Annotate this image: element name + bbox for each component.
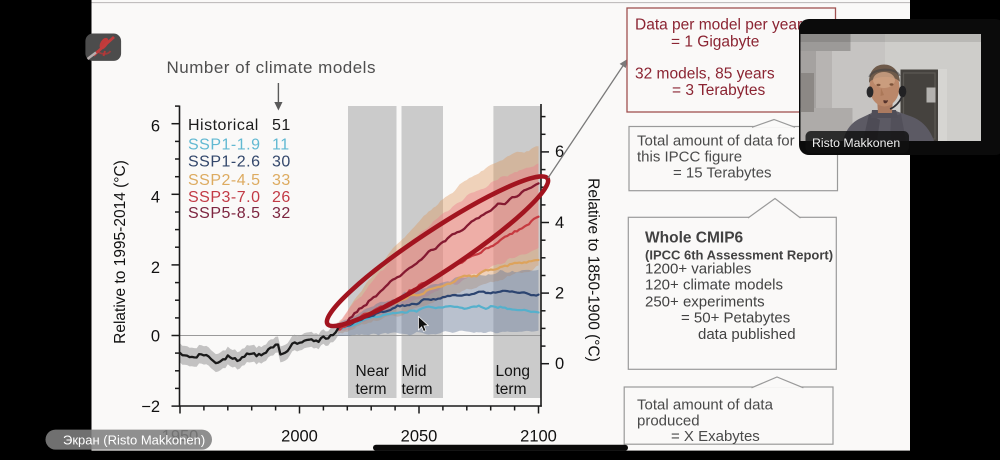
svg-text:Number of climate models: Number of climate models	[167, 58, 376, 77]
svg-text:2100: 2100	[520, 428, 557, 446]
svg-text:this IPCC figure: this IPCC figure	[637, 149, 742, 166]
svg-text:= 15 Terabytes: = 15 Terabytes	[673, 165, 772, 182]
svg-text:2000: 2000	[281, 428, 318, 446]
svg-text:2050: 2050	[401, 428, 438, 446]
svg-text:30: 30	[272, 154, 291, 171]
svg-text:0: 0	[555, 355, 564, 373]
svg-text:term: term	[402, 381, 433, 398]
svg-text:−2: −2	[141, 398, 160, 416]
svg-text:(IPCC 6th Assessment Report): (IPCC 6th Assessment Report)	[645, 247, 833, 262]
svg-text:= 3 Terabytes: = 3 Terabytes	[672, 82, 765, 99]
svg-text:Near: Near	[356, 363, 390, 380]
svg-text:11: 11	[272, 137, 290, 154]
svg-text:Экран (Risto Makkonen): Экран (Risto Makkonen)	[63, 432, 205, 447]
svg-text:SSP5-8.5: SSP5-8.5	[188, 205, 260, 222]
svg-text:= X Exabytes: = X Exabytes	[671, 428, 760, 445]
svg-text:33: 33	[272, 172, 291, 189]
svg-text:produced: produced	[637, 413, 700, 430]
svg-text:data published: data published	[698, 326, 796, 343]
svg-text:term: term	[356, 381, 387, 398]
svg-text:2: 2	[555, 284, 564, 302]
svg-text:26: 26	[272, 189, 291, 206]
svg-text:Total amount of data: Total amount of data	[637, 397, 774, 414]
svg-text:Relative to 1995-2014 (°C): Relative to 1995-2014 (°C)	[112, 160, 129, 344]
svg-text:SSP2-4.5: SSP2-4.5	[188, 172, 260, 189]
svg-text:6: 6	[151, 118, 160, 136]
svg-text:4: 4	[151, 188, 160, 206]
svg-text:Mid: Mid	[402, 363, 427, 380]
svg-text:51: 51	[272, 117, 291, 134]
svg-text:= 50+ Petabytes: = 50+ Petabytes	[681, 310, 790, 327]
svg-text:SSP1-1.9: SSP1-1.9	[188, 137, 260, 154]
svg-text:1200+ variables: 1200+ variables	[645, 261, 751, 278]
svg-text:Whole CMIP6: Whole CMIP6	[645, 230, 744, 247]
svg-text:Historical: Historical	[188, 117, 259, 134]
svg-text:Relative to 1850-1900 (°C): Relative to 1850-1900 (°C)	[585, 178, 602, 362]
svg-text:Long: Long	[496, 363, 530, 380]
svg-text:SSP1-2.6: SSP1-2.6	[188, 154, 260, 171]
svg-text:term: term	[496, 381, 527, 398]
svg-text:32: 32	[272, 205, 291, 222]
svg-text:32 models, 85 years: 32 models, 85 years	[635, 66, 775, 83]
svg-text:Total amount of data for: Total amount of data for	[637, 133, 795, 150]
svg-text:SSP3-7.0: SSP3-7.0	[188, 189, 260, 206]
svg-text:4: 4	[555, 214, 564, 232]
svg-text:6: 6	[555, 143, 564, 161]
svg-text:= 1 Gigabyte: = 1 Gigabyte	[671, 34, 759, 51]
svg-text:2: 2	[151, 259, 160, 277]
svg-text:250+ experiments: 250+ experiments	[645, 294, 765, 311]
svg-text:Risto Makkonen: Risto Makkonen	[812, 136, 900, 150]
svg-text:0: 0	[151, 328, 160, 346]
svg-text:Data per model per year: Data per model per year	[635, 17, 802, 34]
svg-text:120+ climate models: 120+ climate models	[645, 277, 783, 294]
